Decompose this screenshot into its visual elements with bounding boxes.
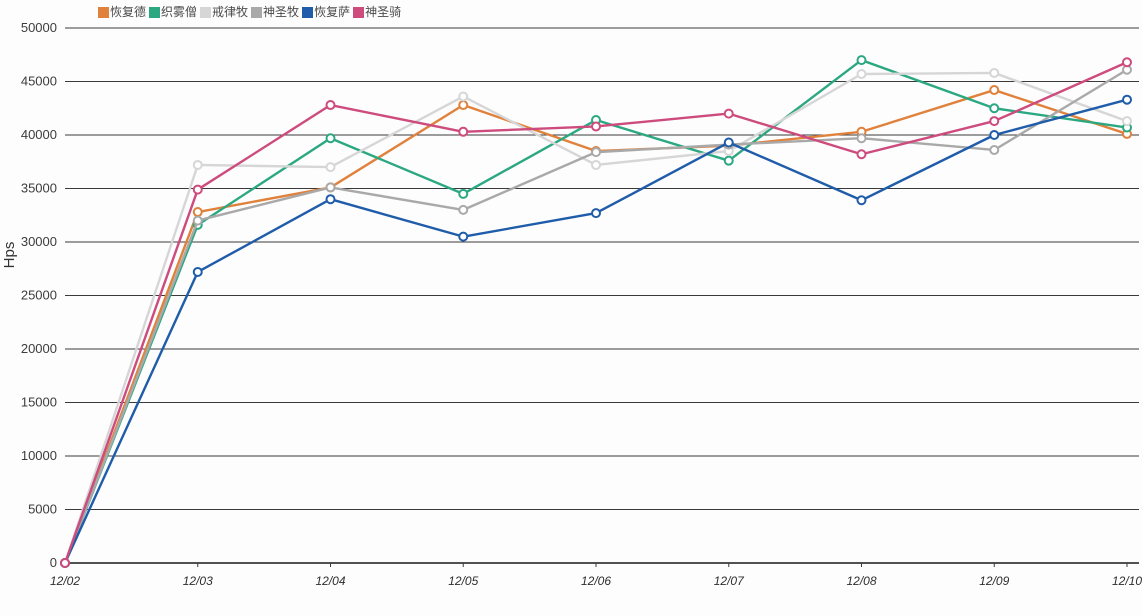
- data-point-marker: [591, 208, 601, 219]
- data-point-marker: [989, 85, 1000, 96]
- data-series: [60, 55, 1132, 568]
- series-3: [60, 67, 1132, 568]
- data-point-marker: [856, 195, 867, 206]
- series-1: [60, 85, 1132, 568]
- y-tick-label: 15000: [21, 395, 57, 410]
- legend-item-3[interactable]: 戒律牧: [200, 5, 248, 19]
- data-point-marker: [60, 558, 70, 568]
- data-point-marker: [458, 91, 469, 102]
- x-tick-label: 12/08: [846, 574, 876, 588]
- data-point-marker: [989, 144, 1000, 155]
- legend-swatch-icon: [149, 6, 161, 18]
- data-point-marker: [192, 207, 203, 218]
- legend-label: 恢复德: [110, 5, 147, 19]
- y-tick-label: 40000: [21, 127, 57, 142]
- y-tick-label: 45000: [21, 74, 57, 89]
- chart-legend: 恢复德 织雾僧 戒律牧 神圣牧 恢复萨 神圣骑: [98, 5, 404, 19]
- axis-labels: 0 5000 10000 15000 20000 25000 30000 35000 40000…: [21, 20, 1142, 588]
- legend-item-1[interactable]: 恢复德: [98, 5, 146, 19]
- data-point-marker: [458, 100, 469, 111]
- legend-label: 织雾僧: [161, 5, 198, 19]
- y-tick-label: 35000: [21, 181, 57, 196]
- legend-item-6[interactable]: 神圣骑: [353, 5, 401, 19]
- data-point-marker: [458, 231, 469, 242]
- y-tick-label: 0: [50, 555, 57, 570]
- series-6: [60, 57, 1132, 568]
- y-tick-label: 10000: [21, 448, 57, 463]
- series-2: [60, 55, 1132, 568]
- x-tick-label: 12/02: [50, 574, 80, 588]
- legend-label: 神圣骑: [365, 5, 402, 19]
- legend-swatch-icon: [353, 6, 365, 18]
- data-point-marker: [856, 55, 867, 66]
- legend-item-2[interactable]: 织雾僧: [149, 5, 197, 19]
- data-point-marker: [325, 182, 336, 193]
- data-point-marker: [989, 116, 1000, 127]
- series-line: [63, 68, 1129, 565]
- data-point-marker: [989, 67, 1000, 78]
- data-point-marker: [325, 133, 336, 144]
- legend-label: 戒律牧: [212, 5, 249, 19]
- x-tick-label: 12/09: [979, 574, 1009, 588]
- data-point-marker: [723, 137, 734, 148]
- y-tick-label: 5000: [28, 502, 57, 517]
- y-tick-label: 20000: [21, 341, 57, 356]
- y-tick-label: 25000: [21, 288, 57, 303]
- x-tick-label: 12/04: [315, 574, 345, 588]
- legend-item-4[interactable]: 神圣牧: [251, 5, 299, 19]
- series-line: [63, 58, 1129, 565]
- legend-label: 神圣牧: [263, 5, 300, 19]
- data-point-marker: [192, 215, 203, 226]
- series-4: [60, 64, 1132, 568]
- data-point-marker: [458, 188, 469, 199]
- data-point-marker: [192, 184, 203, 195]
- x-tick-label: 12/06: [581, 574, 611, 588]
- data-point-marker: [192, 159, 203, 170]
- data-point-marker: [325, 162, 336, 173]
- data-point-marker: [856, 69, 867, 80]
- data-point-marker: [723, 108, 734, 119]
- data-point-marker: [458, 204, 469, 215]
- data-point-marker: [989, 130, 1000, 140]
- data-point-marker: [591, 147, 601, 158]
- legend-swatch-icon: [98, 6, 109, 18]
- legend-swatch-icon: [251, 6, 263, 18]
- data-point-marker: [856, 149, 867, 160]
- legend-swatch-icon: [302, 6, 314, 18]
- y-tick-label: 30000: [21, 234, 57, 249]
- legend-label: 恢复萨: [314, 5, 351, 19]
- legend-swatch-icon: [200, 6, 212, 18]
- legend-item-5[interactable]: 恢复萨: [302, 5, 350, 19]
- data-point-marker: [1122, 57, 1132, 68]
- data-point-marker: [1122, 116, 1132, 127]
- data-point-marker: [325, 100, 336, 111]
- x-tick-label: 12/10: [1112, 574, 1142, 588]
- series-line: [63, 61, 1129, 565]
- x-tick-label: 12/03: [183, 574, 213, 588]
- data-point-marker: [591, 121, 601, 132]
- data-point-marker: [458, 126, 469, 137]
- gridlines: [64, 27, 1139, 567]
- x-tick-label: 12/07: [714, 574, 745, 588]
- data-point-marker: [192, 266, 203, 277]
- data-point-marker: [325, 194, 336, 205]
- data-point-marker: [856, 133, 867, 144]
- y-tick-label: 50000: [21, 20, 57, 35]
- data-point-marker: [723, 155, 734, 166]
- data-point-marker: [1122, 94, 1132, 105]
- x-tick-label: 12/05: [448, 574, 478, 588]
- data-point-marker: [989, 103, 1000, 114]
- y-axis-title: Hps: [1, 242, 18, 269]
- data-point-marker: [591, 159, 601, 170]
